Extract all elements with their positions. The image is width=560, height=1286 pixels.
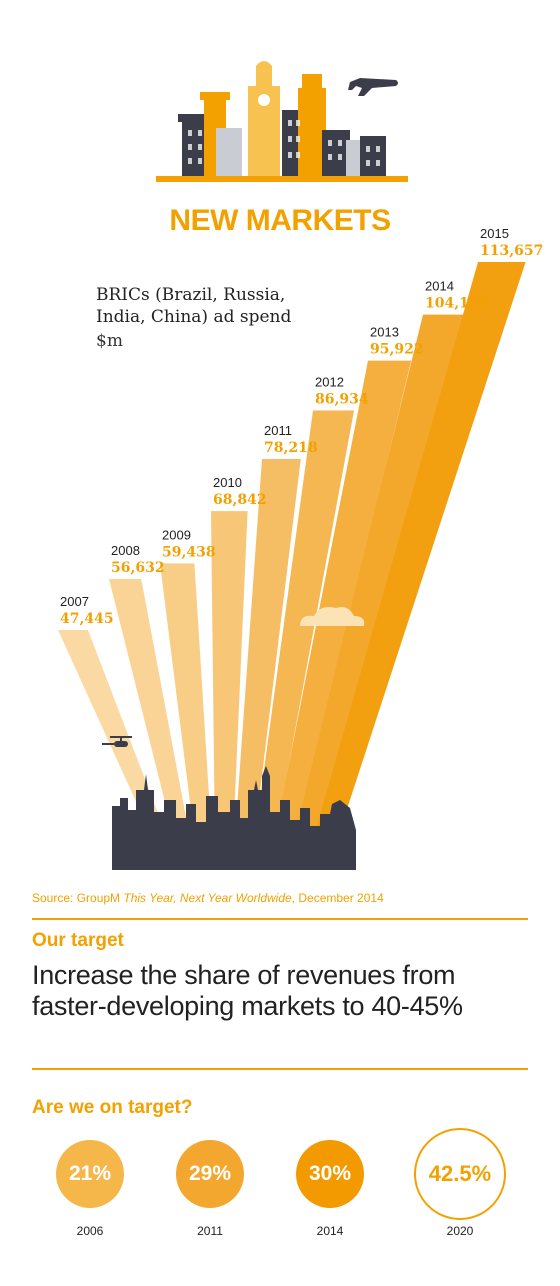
category-label: 2007 (60, 594, 89, 609)
bar-chart: 2007 47,445 2008 56,632 2009 59,438 2010 68,842… (58, 61, 543, 870)
bar-labels: 2007 47,445 2008 56,632 2009 59,438 2010 68,842… (60, 226, 543, 627)
category-label: 2014 (425, 279, 454, 294)
value-label: 56,632 (111, 560, 165, 576)
value-label: 113,657 (480, 243, 543, 259)
value-label: 59,438 (162, 544, 216, 560)
value-label: 47,445 (60, 611, 114, 627)
divider (32, 1068, 528, 1070)
share-circle-2006: 21% (56, 1140, 124, 1208)
divider (32, 918, 528, 920)
category-label: 2015 (480, 226, 509, 241)
source-note: Source: GroupM This Year, Next Year Worl… (32, 891, 384, 905)
target-text: Increase the share of revenues from fast… (32, 960, 463, 1021)
circle-year-label: 2014 (316, 1224, 344, 1238)
category-label: 2011 (264, 423, 292, 438)
bar-2009 (160, 563, 213, 850)
share-circle-2020: 42.5% (414, 1128, 506, 1220)
bar-2010 (211, 511, 248, 850)
category-label: 2012 (315, 375, 344, 390)
on-target-label: Are we on target? (32, 1097, 193, 1118)
target-label: Our target (32, 930, 124, 951)
category-label: 2009 (162, 527, 191, 542)
category-label: 2013 (370, 325, 399, 340)
skyline-icon (112, 766, 356, 870)
value-label: 95,922 (370, 342, 424, 358)
category-label: 2010 (213, 475, 242, 490)
chart-unit: $m (96, 331, 123, 351)
bar-2015 (310, 262, 526, 850)
bar-2014 (291, 314, 469, 850)
helicopter-icon (102, 736, 132, 747)
page-title: NEW MARKETS (169, 204, 391, 237)
chart-subtitle: BRICs (Brazil, Russia, India, China) ad … (96, 285, 292, 327)
share-circle-2011: 29% (176, 1140, 244, 1208)
circle-year-label: 2020 (446, 1224, 474, 1238)
circle-year-label: 2011 (197, 1224, 223, 1238)
category-label: 2008 (111, 543, 140, 558)
airplane-icon (348, 78, 398, 96)
city-illustration-icon (156, 61, 408, 182)
value-label: 86,934 (315, 392, 369, 408)
value-label: 68,842 (213, 492, 267, 508)
bar-2008 (109, 578, 193, 850)
bar-2012 (253, 410, 354, 850)
value-label: 78,218 (264, 440, 318, 456)
share-circle-2014: 30% (296, 1140, 364, 1208)
cloud-icon (300, 607, 365, 626)
circle-year-label: 2006 (76, 1224, 104, 1238)
bar-2013 (272, 360, 412, 850)
value-label: 104,189 (425, 296, 488, 312)
bar-2011 (234, 458, 301, 850)
